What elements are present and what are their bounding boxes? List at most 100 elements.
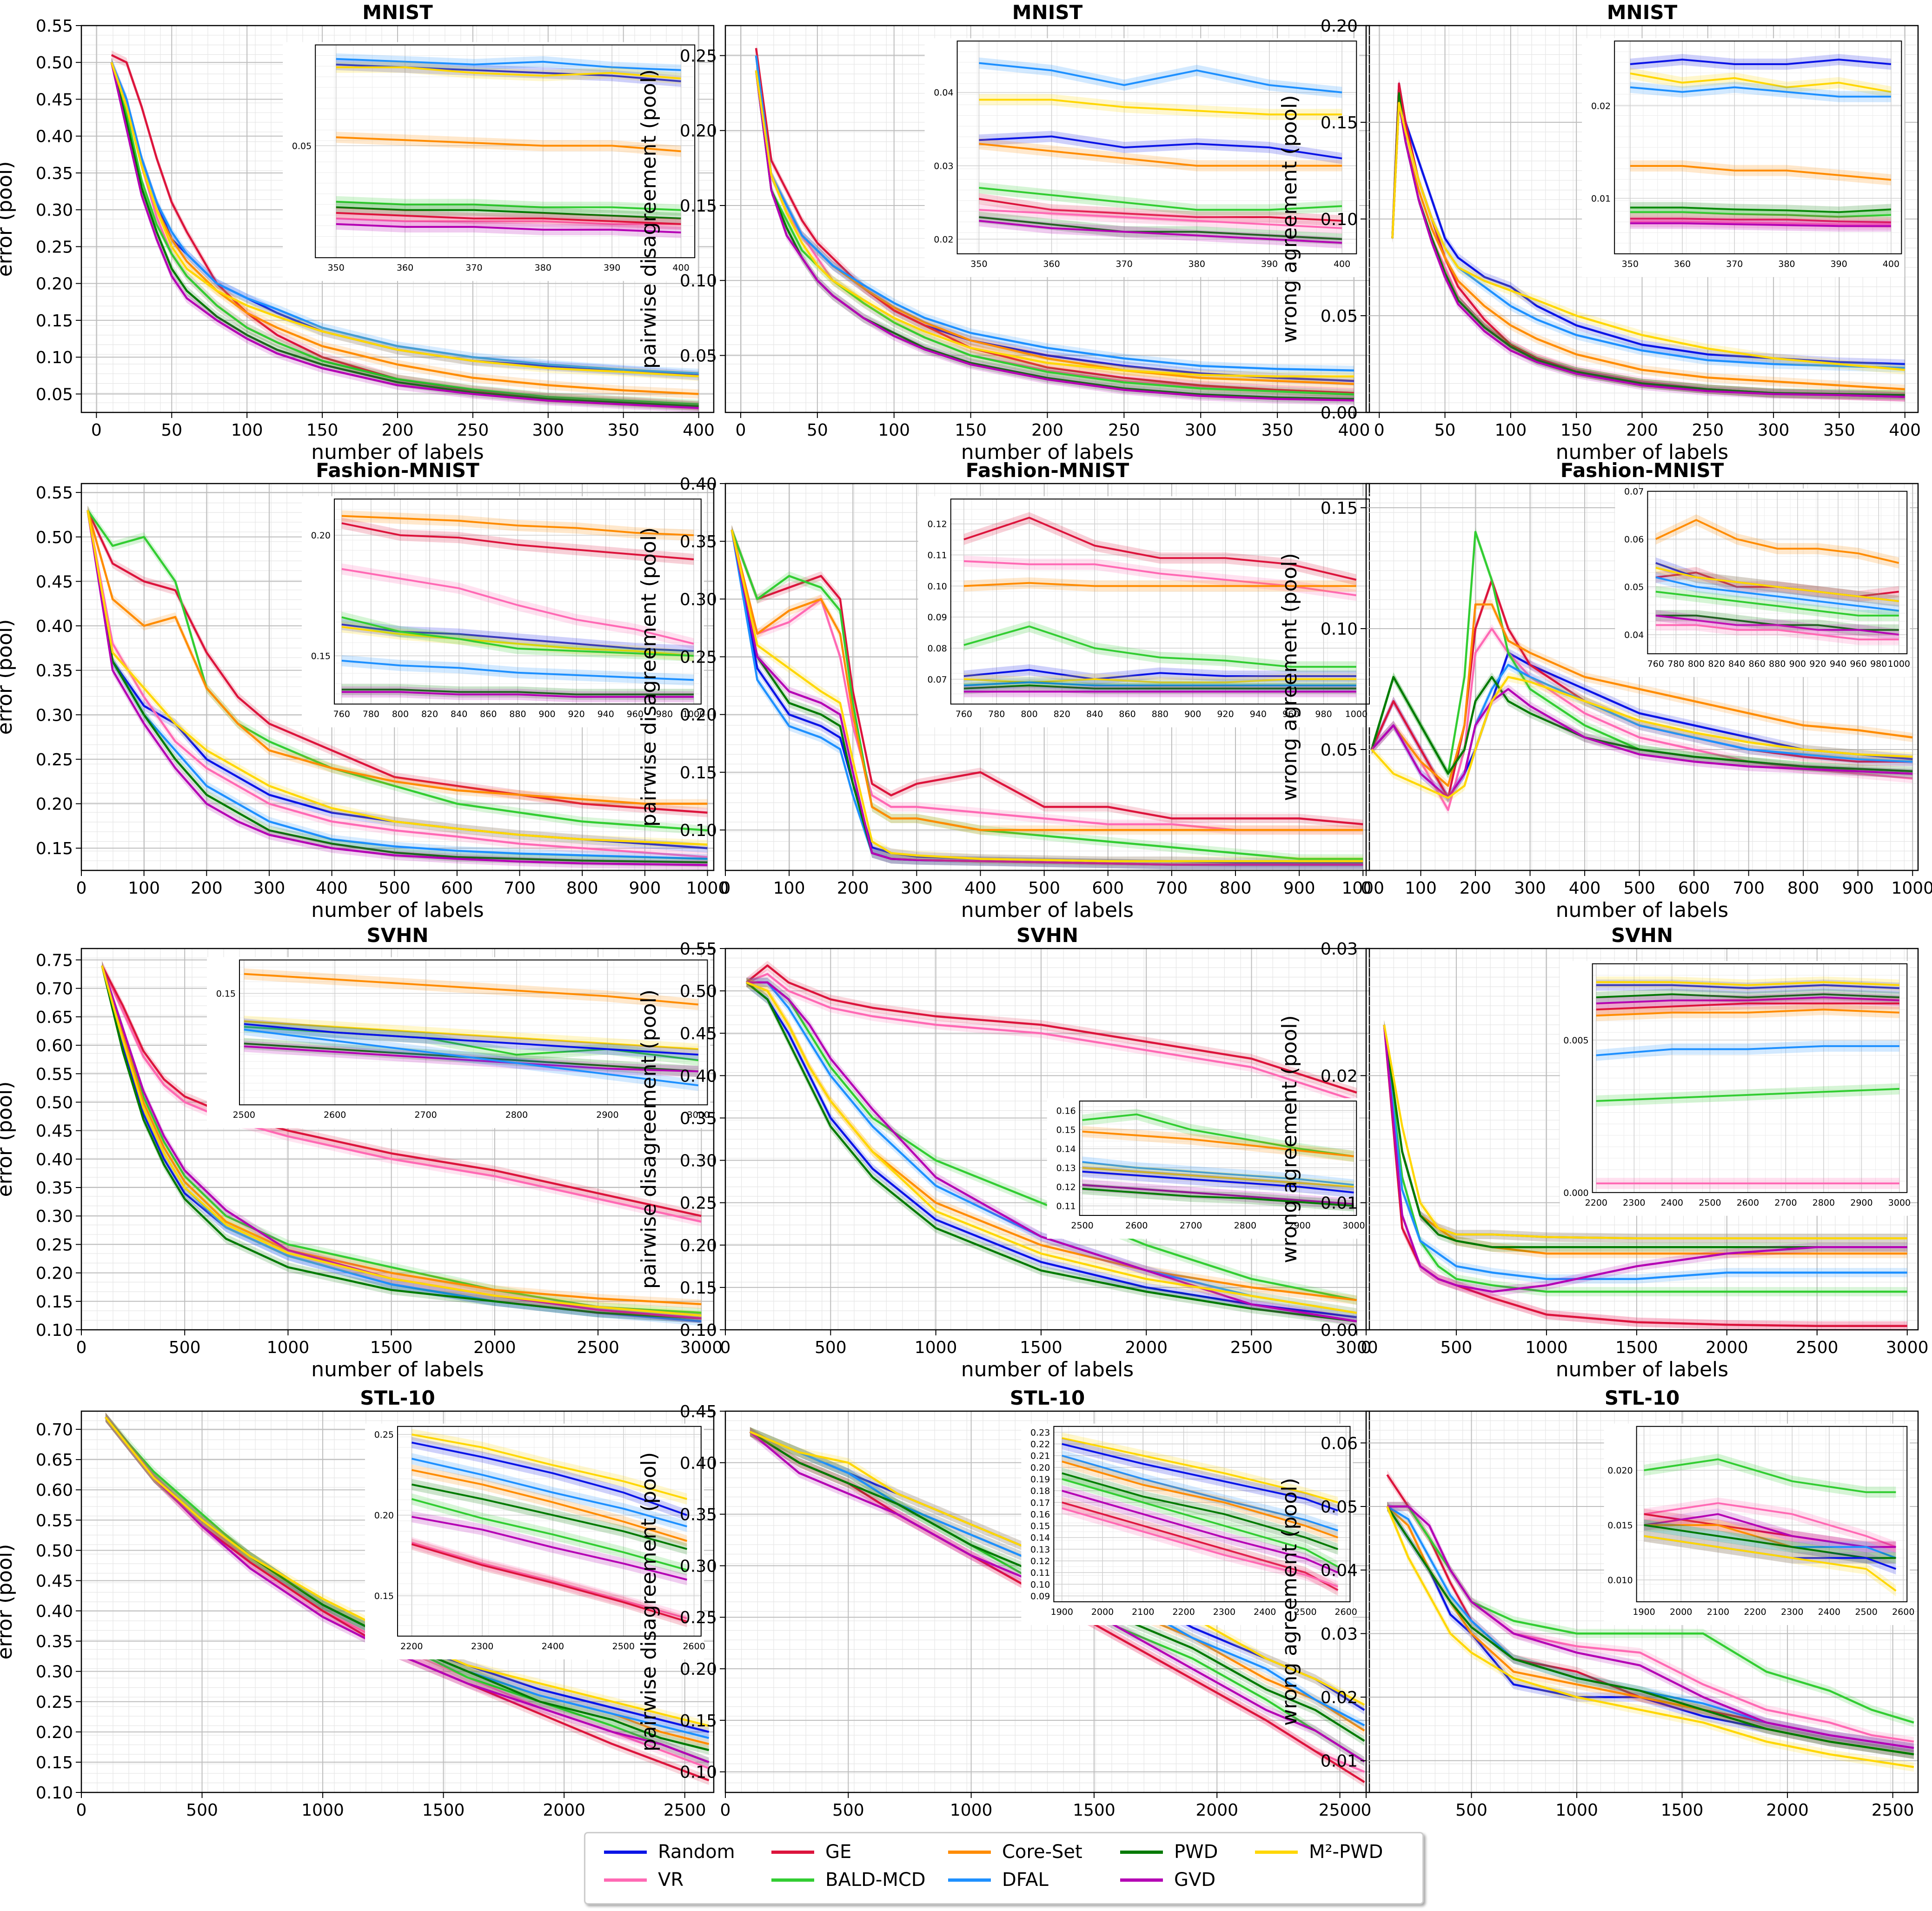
inset-1: 350 360 370 380 390 400 0.05 xyxy=(283,42,698,281)
x-axis-label: number of labels xyxy=(961,1358,1134,1381)
y-axis-label: wrong agreement (pool) xyxy=(1278,1478,1301,1725)
panel-7: 0 500 1000 1500 2000 2500 30000.100.150.200.25… xyxy=(0,924,723,1381)
inset-line-DFAL xyxy=(1596,1045,1899,1056)
series-line-PWD xyxy=(101,965,702,1320)
y-tick-label: 0.55 xyxy=(680,940,717,959)
inset-band-PWD xyxy=(1596,989,1899,1003)
y-tick-label: 0.10 xyxy=(680,272,717,291)
series-line-M2-PWD xyxy=(110,62,699,378)
plot-frame xyxy=(1365,1410,1919,1793)
y-tick-label: 0.35 xyxy=(36,662,73,681)
inset-x-tick-label: 2800 xyxy=(1234,1221,1256,1231)
inset-x-tick-label: 2000 xyxy=(1670,1607,1692,1617)
inset-frame xyxy=(334,498,702,705)
inset-band-VR xyxy=(1655,619,1899,645)
inset-x-tick-label: 1900 xyxy=(1051,1607,1073,1617)
series-line-VR xyxy=(730,529,1363,831)
inset-band-GE xyxy=(979,193,1342,226)
panel-9: 0 500 1000 1500 2000 2500 30000.000.010.020.03… xyxy=(1278,924,1929,1381)
inset-x-tick-label: 920 xyxy=(1217,709,1234,719)
inset-frame xyxy=(1636,1426,1908,1603)
inset-line-BALD-MCD xyxy=(1630,211,1891,218)
y-tick-label: 0.30 xyxy=(36,1663,73,1682)
inset-x-tick-label: 3000 xyxy=(1888,1198,1911,1208)
x-tick-label: 100 xyxy=(128,879,160,898)
inset-y-tick-label: 0.07 xyxy=(1624,487,1644,497)
y-axis-label: wrong agreement (pool) xyxy=(1278,553,1301,801)
inset-line-DFAL xyxy=(1082,1161,1354,1186)
x-tick-label: 300 xyxy=(901,879,933,898)
inset-y-tick-label: 0.010 xyxy=(1607,1575,1633,1586)
inset-line-BALD-MCD xyxy=(1644,1458,1896,1493)
inset-x-tick-label: 960 xyxy=(627,709,644,719)
inset-line-M2-PWD xyxy=(341,626,694,657)
inset-y-tick-label: 0.07 xyxy=(927,675,947,685)
inset-line-Core-Set xyxy=(979,143,1342,167)
legend-swatch xyxy=(1120,1878,1163,1882)
legend-label: GVD xyxy=(1174,1869,1216,1891)
legend-label: BALD-MCD xyxy=(825,1869,926,1891)
inset-x-tick-label: 2300 xyxy=(1623,1198,1645,1208)
legend-swatch xyxy=(1255,1850,1298,1854)
inset-frame xyxy=(1079,1101,1357,1216)
x-tick-label: 600 xyxy=(1678,879,1710,898)
inset-line-Core-Set xyxy=(1630,165,1892,181)
x-tick-label: 200 xyxy=(1626,421,1658,440)
inset-x-tick-label: 2900 xyxy=(1850,1198,1872,1208)
series-line-M2-PWD xyxy=(86,510,708,846)
inset-x-tick-label: 2300 xyxy=(1781,1607,1803,1617)
inset-x-tick-label: 880 xyxy=(1152,709,1168,719)
x-tick-label: 200 xyxy=(837,879,869,898)
inset-y-tick-label: 0.20 xyxy=(311,531,331,541)
inset-x-tick-label: 940 xyxy=(1250,709,1267,719)
legend: Random VR GE BALD-MCD Core-Set DFAL PWD GVD M²-P… xyxy=(584,1832,1424,1904)
inset-line-M2-PWD xyxy=(244,1020,699,1050)
inset-x-tick-label: 360 xyxy=(1674,259,1691,269)
inset-x-tick-label: 1000 xyxy=(1345,709,1368,719)
inset-line-DFAL xyxy=(963,681,1356,687)
inset-x-tick-label: 960 xyxy=(1850,659,1867,669)
plot-frame xyxy=(1365,483,1919,871)
x-axis-label: number of labels xyxy=(311,1820,484,1823)
inset-band-GE xyxy=(963,512,1356,585)
inset-band-Random xyxy=(963,664,1356,685)
series-line-DFAL xyxy=(1383,1024,1907,1280)
plot-frame xyxy=(1365,948,1919,1331)
panel-title: MNIST xyxy=(1012,1,1083,24)
panel-title: MNIST xyxy=(1607,1,1678,24)
x-tick-label: 2500 xyxy=(1872,1801,1914,1820)
y-tick-label: 0.15 xyxy=(680,1279,717,1298)
x-tick-label: 1500 xyxy=(370,1338,413,1357)
panel-5: 0 100 200 300 400 500 600 700 800 900 1000 0.10 0.15… xyxy=(637,459,1384,922)
y-tick-label: 0.30 xyxy=(36,201,73,220)
inset-y-tick-label: 0.15 xyxy=(1030,1521,1050,1532)
inset-line-M2-PWD xyxy=(979,99,1342,116)
series-line-Core-Set xyxy=(1371,603,1913,787)
inset-y-tick-label: 0.11 xyxy=(1030,1568,1050,1578)
inset-x-tick-label: 390 xyxy=(1831,259,1847,269)
y-tick-label: 0.05 xyxy=(680,346,717,365)
inset-x-tick-label: 2400 xyxy=(542,1641,564,1652)
series-line-PWD xyxy=(1383,1024,1907,1248)
inset-line-GE xyxy=(963,517,1357,581)
inset-x-tick-label: 780 xyxy=(1667,659,1684,669)
legend-swatch xyxy=(604,1878,647,1882)
inset-y-tick-label: 0.02 xyxy=(934,234,953,245)
inset-x-tick-label: 2800 xyxy=(505,1110,528,1120)
y-axis-label: pairwise disagreement (pool) xyxy=(637,527,661,827)
y-tick-label: 0.55 xyxy=(36,484,73,503)
series-line-GVD xyxy=(755,70,1354,402)
inset-x-tick-label: 400 xyxy=(1334,259,1350,269)
inset-band-M2-PWD xyxy=(336,61,681,84)
inset-x-tick-label: 780 xyxy=(363,709,379,719)
x-tick-label: 0 xyxy=(736,421,746,440)
series-band-GE xyxy=(1387,1470,1914,1753)
series-band-Random xyxy=(1392,79,1905,369)
inset-line-Random xyxy=(1630,59,1892,65)
inset-x-tick-label: 370 xyxy=(465,263,482,273)
series-line-M2-PWD xyxy=(746,981,1357,1314)
y-tick-label: 0.03 xyxy=(1321,940,1358,959)
inset-line-GE xyxy=(336,212,681,225)
inset-x-tick-label: 820 xyxy=(1054,709,1070,719)
y-tick-label: 0.10 xyxy=(680,1321,717,1340)
